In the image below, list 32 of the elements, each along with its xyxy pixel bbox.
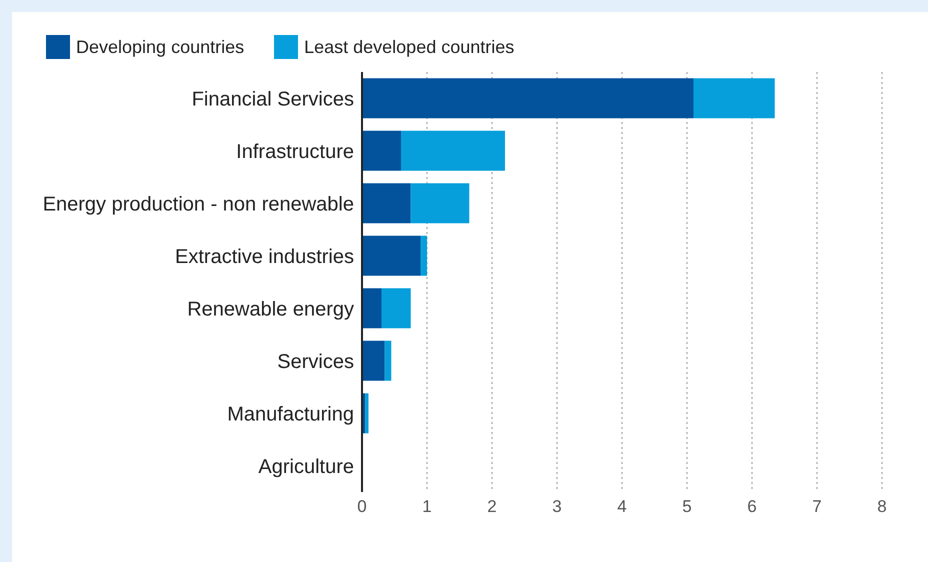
bar	[384, 340, 392, 381]
bar	[420, 236, 427, 276]
x-tick-label: 5	[682, 497, 692, 516]
y-tick-label: Financial Services	[192, 88, 354, 110]
y-tick-label: Extractive industries	[175, 246, 354, 268]
x-tick-label: 6	[747, 497, 757, 516]
y-tick-label: Services	[277, 350, 354, 373]
bar	[362, 130, 401, 171]
bar	[362, 78, 694, 118]
bar	[362, 288, 382, 328]
y-tick-label: Agriculture	[258, 456, 354, 478]
x-tick-label: 4	[617, 497, 627, 516]
y-tick-label: Renewable energy	[187, 298, 354, 320]
x-tick-label: 8	[877, 497, 887, 516]
x-tick-label: 0	[357, 497, 367, 516]
x-tick-label: 7	[812, 497, 822, 516]
bar	[362, 340, 385, 381]
x-tick-label: 2	[487, 497, 497, 516]
y-tick-label: Manufacturing	[227, 403, 354, 426]
x-tick-label: 1	[422, 497, 432, 516]
bar	[362, 236, 420, 276]
y-tick-label: Infrastructure	[236, 140, 354, 163]
x-tick-label: 3	[552, 497, 562, 516]
bar	[362, 183, 411, 224]
legend-label: Least developed countries	[304, 36, 514, 58]
bar	[410, 183, 470, 224]
y-tick-label: Energy production - non renewable	[42, 193, 354, 216]
bar	[365, 393, 368, 434]
bar	[382, 288, 411, 328]
bar	[694, 78, 775, 118]
bar	[401, 130, 505, 171]
legend-label: Developing countries	[76, 36, 244, 58]
